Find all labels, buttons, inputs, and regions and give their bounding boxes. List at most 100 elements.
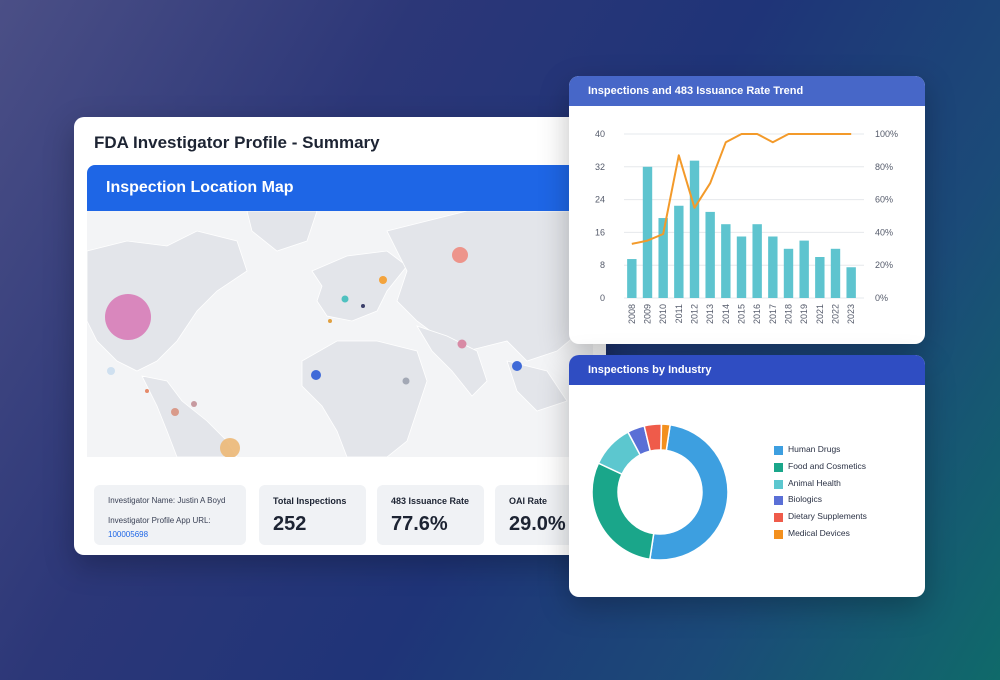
industry-chart-card: Inspections by Industry Human Drugs Food …: [569, 355, 925, 597]
southeast-asia-shape: [506, 360, 568, 412]
marker-europe-2[interactable]: [341, 295, 349, 303]
europe-shape: [311, 250, 408, 322]
x-tick-label: 2013: [705, 304, 715, 324]
legend-label: Biologics: [788, 494, 823, 505]
trend-chart[interactable]: 0 8 16 24 32 40 0% 20% 40% 60% 80% 100% 2008 2009 2010…: [569, 106, 925, 344]
legend-swatch: [774, 513, 783, 523]
x-tick-label: 2009: [643, 304, 653, 324]
x-tick-label: 2023: [846, 304, 856, 324]
inspection-location-map[interactable]: [87, 211, 593, 457]
bar-2023: [846, 267, 856, 298]
x-tick-label: 2016: [752, 304, 762, 324]
bar-2021: [815, 257, 825, 298]
y-tick-label: 40: [595, 129, 605, 139]
profile-summary-card: FDA Investigator Profile - Summary Inspe…: [74, 117, 606, 555]
marker-asia-2[interactable]: [512, 361, 522, 371]
marker-sa-3[interactable]: [220, 438, 240, 457]
x-tick-label: 2019: [799, 304, 809, 324]
y-tick-label: 8: [600, 260, 605, 270]
map-header: Inspection Location Map: [87, 165, 593, 211]
y2-tick-label: 20%: [875, 260, 893, 270]
bar-2013: [705, 211, 715, 298]
slice-medical-devices: [660, 423, 672, 452]
marker-middle-east[interactable]: [457, 339, 467, 349]
bar-2009: [642, 166, 653, 298]
industry-chart-header: Inspections by Industry: [569, 355, 925, 385]
y2-tick-label: 100%: [875, 129, 898, 139]
location-markers: [105, 247, 522, 457]
bar-2019: [799, 240, 809, 298]
page-title: FDA Investigator Profile - Summary: [94, 133, 380, 152]
trend-chart-card: Inspections and 483 Issuance Rate Trend …: [569, 76, 925, 344]
marker-large-na[interactable]: [105, 294, 151, 340]
bar-2017: [768, 236, 778, 298]
investigator-name: Investigator Name: Justin A Boyd: [108, 496, 226, 505]
legend-label: Medical Devices: [788, 528, 850, 538]
bar-2008: [627, 259, 637, 298]
y2-tick-label: 80%: [875, 162, 893, 172]
legend-label: Dietary Supplements: [788, 511, 867, 522]
legend-label: Human Drugs: [788, 444, 841, 454]
asia-shape: [386, 211, 593, 362]
legend-swatch: [774, 496, 783, 506]
marker-europe-3[interactable]: [361, 304, 365, 308]
marker-africa-1[interactable]: [311, 370, 321, 380]
x-tick-label: 2015: [737, 304, 747, 324]
stat-483-issuance-rate: 483 Issuance Rate 77.6%: [377, 485, 484, 545]
bar-2016: [752, 224, 762, 298]
stat-label: Total Inspections: [273, 496, 347, 506]
legend-swatch: [774, 446, 783, 455]
marker-europe-4[interactable]: [328, 319, 332, 323]
y-tick-label: 24: [595, 195, 605, 205]
stats-row: Investigator Name: Justin A Boyd Investi…: [74, 483, 606, 549]
greenland-shape: [246, 211, 318, 252]
marker-sa-1[interactable]: [171, 408, 179, 416]
marker-africa-2[interactable]: [402, 377, 410, 385]
trend-chart-header: Inspections and 483 Issuance Rate Trend: [569, 76, 925, 106]
y2-tick-label: 0%: [875, 293, 888, 303]
x-tick-label: 2012: [690, 304, 700, 324]
bar-2010: [658, 218, 668, 298]
marker-europe-1[interactable]: [379, 276, 387, 284]
bar-2011: [674, 205, 684, 298]
y2-tick-label: 40%: [875, 227, 893, 237]
stat-value: 252: [273, 513, 307, 535]
y2-tick-label: 60%: [875, 195, 893, 205]
india-shape: [416, 325, 488, 397]
trend-chart-title: Inspections and 483 Issuance Rate Trend: [588, 85, 804, 97]
slice-food-cosmetics: [591, 462, 655, 561]
investigator-info-card: Investigator Name: Justin A Boyd Investi…: [94, 485, 246, 545]
slice-human-drugs: [648, 423, 729, 561]
map-title: Inspection Location Map: [106, 179, 294, 196]
bar-2015: [736, 236, 747, 298]
stat-value: 29.0%: [509, 513, 566, 535]
x-tick-label: 2018: [784, 304, 794, 324]
x-tick-label: 2011: [674, 304, 684, 323]
industry-chart-title: Inspections by Industry: [588, 364, 712, 376]
north-america-shape: [87, 230, 248, 372]
marker-sa-2[interactable]: [191, 401, 197, 407]
profile-url-link[interactable]: 100005698: [108, 530, 149, 539]
x-tick-label: 2010: [658, 304, 668, 324]
industry-donut-chart[interactable]: [569, 385, 749, 597]
world-map[interactable]: [87, 211, 593, 457]
y-tick-label: 32: [595, 162, 605, 172]
africa-shape: [301, 340, 428, 457]
profile-url-label: Investigator Profile App URL:: [108, 516, 211, 525]
bar-2012: [689, 160, 700, 298]
bar-2018: [783, 248, 794, 298]
stat-label: OAI Rate: [509, 496, 548, 506]
marker-ca-1[interactable]: [145, 389, 149, 393]
legend-label: Food and Cosmetics: [788, 460, 866, 471]
legend-swatch: [774, 530, 783, 539]
x-tick-label: 2022: [831, 304, 841, 324]
legend-swatch: [774, 462, 783, 472]
marker-na-2[interactable]: [107, 367, 115, 375]
x-tick-label: 2021: [815, 304, 825, 324]
y-tick-label: 0: [600, 293, 605, 303]
stat-label: 483 Issuance Rate: [391, 496, 470, 506]
marker-asia-1[interactable]: [452, 247, 468, 263]
legend-swatch: [774, 479, 783, 489]
x-tick-label: 2008: [627, 304, 637, 324]
x-tick-label: 2017: [768, 304, 778, 324]
